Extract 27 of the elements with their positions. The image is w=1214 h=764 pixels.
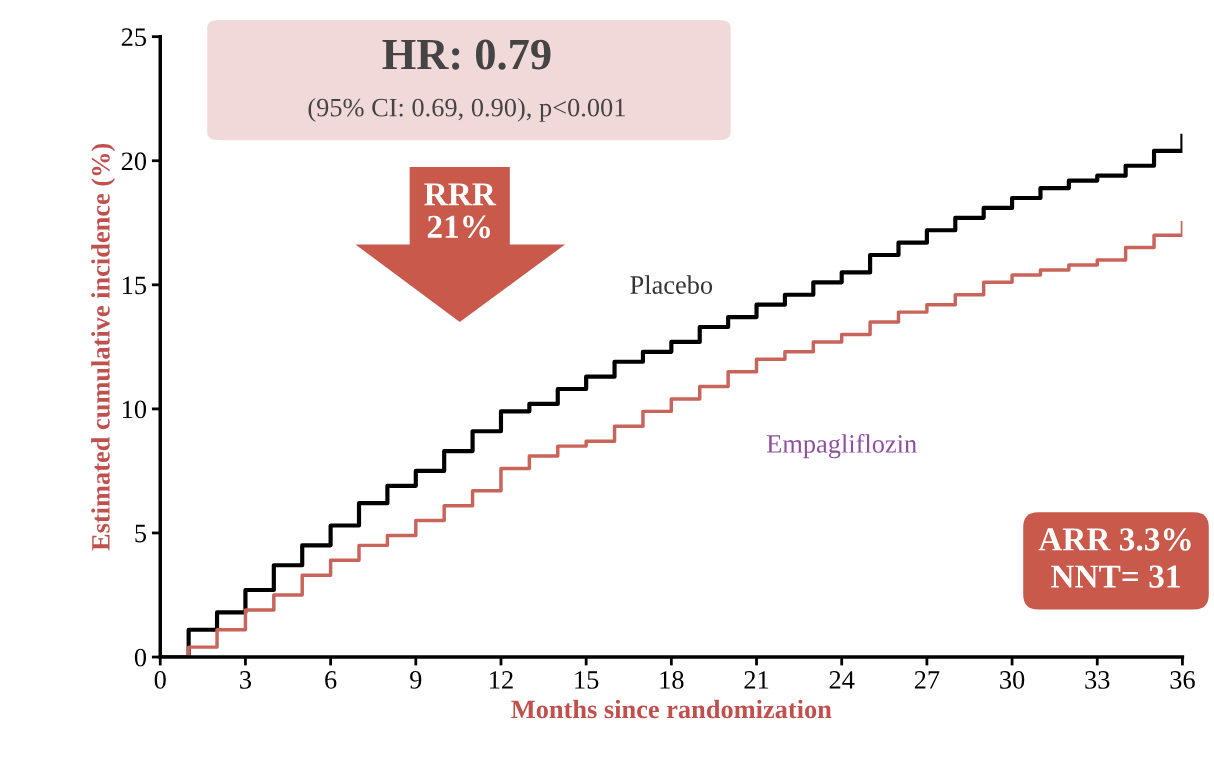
x-tick-label: 15	[575, 671, 599, 689]
text: Empagliflozin	[766, 433, 917, 459]
y-tick-label: 5	[135, 524, 147, 543]
annotation: HR: 0.79	[382, 39, 551, 70]
x-tick-label: 21	[744, 671, 769, 689]
annotation: ARR 3.3% NNT= 31	[1038, 528, 1191, 588]
x-tick-label: 33	[1085, 671, 1110, 689]
annotation: RRR 21%	[424, 183, 497, 239]
annotation: (95% CI: 0.69, 0.90), p<0.001	[308, 97, 625, 122]
y-tick-label: 15	[122, 276, 147, 295]
y-tick-label: 0	[134, 648, 147, 667]
x-axis-title: Months since randomization	[511, 699, 832, 719]
x-tick-label: 6	[325, 671, 337, 689]
x-tick-label: 24	[829, 671, 855, 689]
x-tick-label: 9	[410, 671, 422, 689]
x-tick-label: 12	[490, 671, 513, 689]
x-tick-label: 3	[240, 671, 251, 689]
x-tick-label: 30	[1000, 671, 1025, 689]
y-axis-title: Estimated cumulative incidence (%)	[91, 143, 116, 551]
y-tick-label: 25	[121, 28, 147, 47]
x-tick-label: 18	[660, 671, 684, 689]
x-tick-label: 36	[1170, 671, 1195, 689]
x-tick-label: 0	[154, 671, 166, 689]
x-tick-label: 27	[914, 671, 940, 689]
series-label: Placebo	[630, 275, 713, 294]
y-tick-label: 10	[122, 400, 147, 419]
y-tick-label: 20	[121, 152, 147, 171]
